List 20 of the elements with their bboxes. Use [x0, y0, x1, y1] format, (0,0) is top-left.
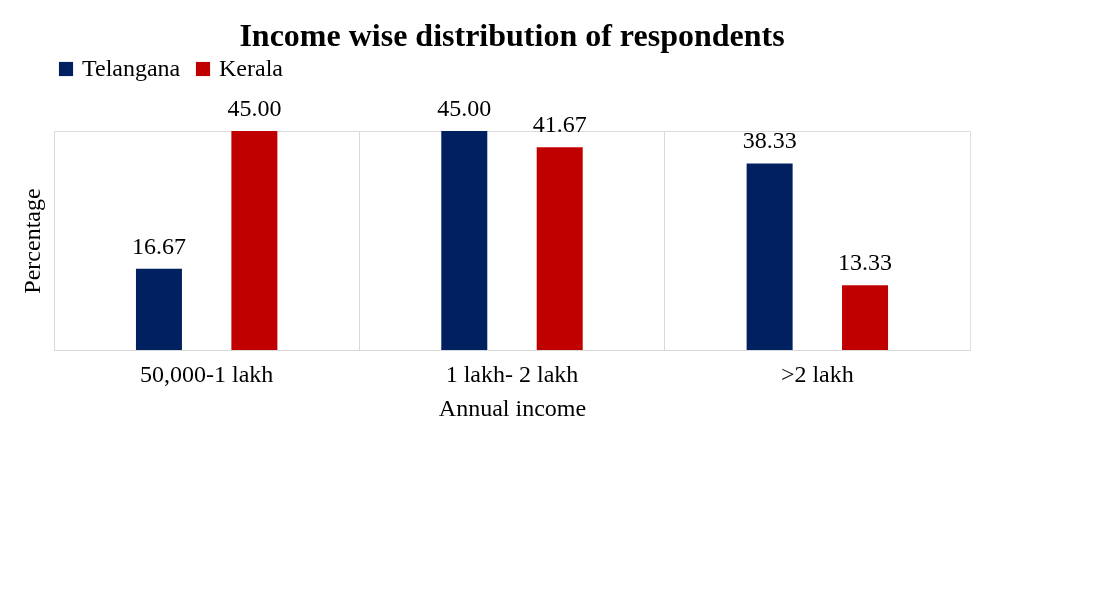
x-tick-label: >2 lakh — [780, 360, 854, 387]
legend-label: Kerala — [219, 55, 284, 81]
data-label: 45.00 — [227, 95, 282, 121]
chart-title: Income wise distribution of respondents — [239, 17, 785, 53]
x-tick-label: 50,000-1 lakh — [140, 360, 274, 387]
bar — [842, 285, 889, 350]
x-tick-label: 1 lakh- 2 lakh — [445, 360, 579, 387]
data-label: 13.33 — [838, 249, 893, 276]
bar — [746, 163, 793, 350]
bar — [135, 268, 182, 350]
data-label: 38.33 — [742, 127, 797, 154]
y-axis-title: Percentage — [18, 188, 45, 294]
data-label: 45.00 — [437, 95, 492, 121]
data-label: 41.67 — [532, 111, 587, 138]
legend-label: Telangana — [82, 55, 181, 81]
bar — [231, 131, 278, 350]
bar — [441, 131, 488, 350]
x-axis-title: Annual income — [438, 394, 587, 421]
data-label: 16.67 — [131, 232, 186, 259]
bar — [536, 147, 583, 350]
